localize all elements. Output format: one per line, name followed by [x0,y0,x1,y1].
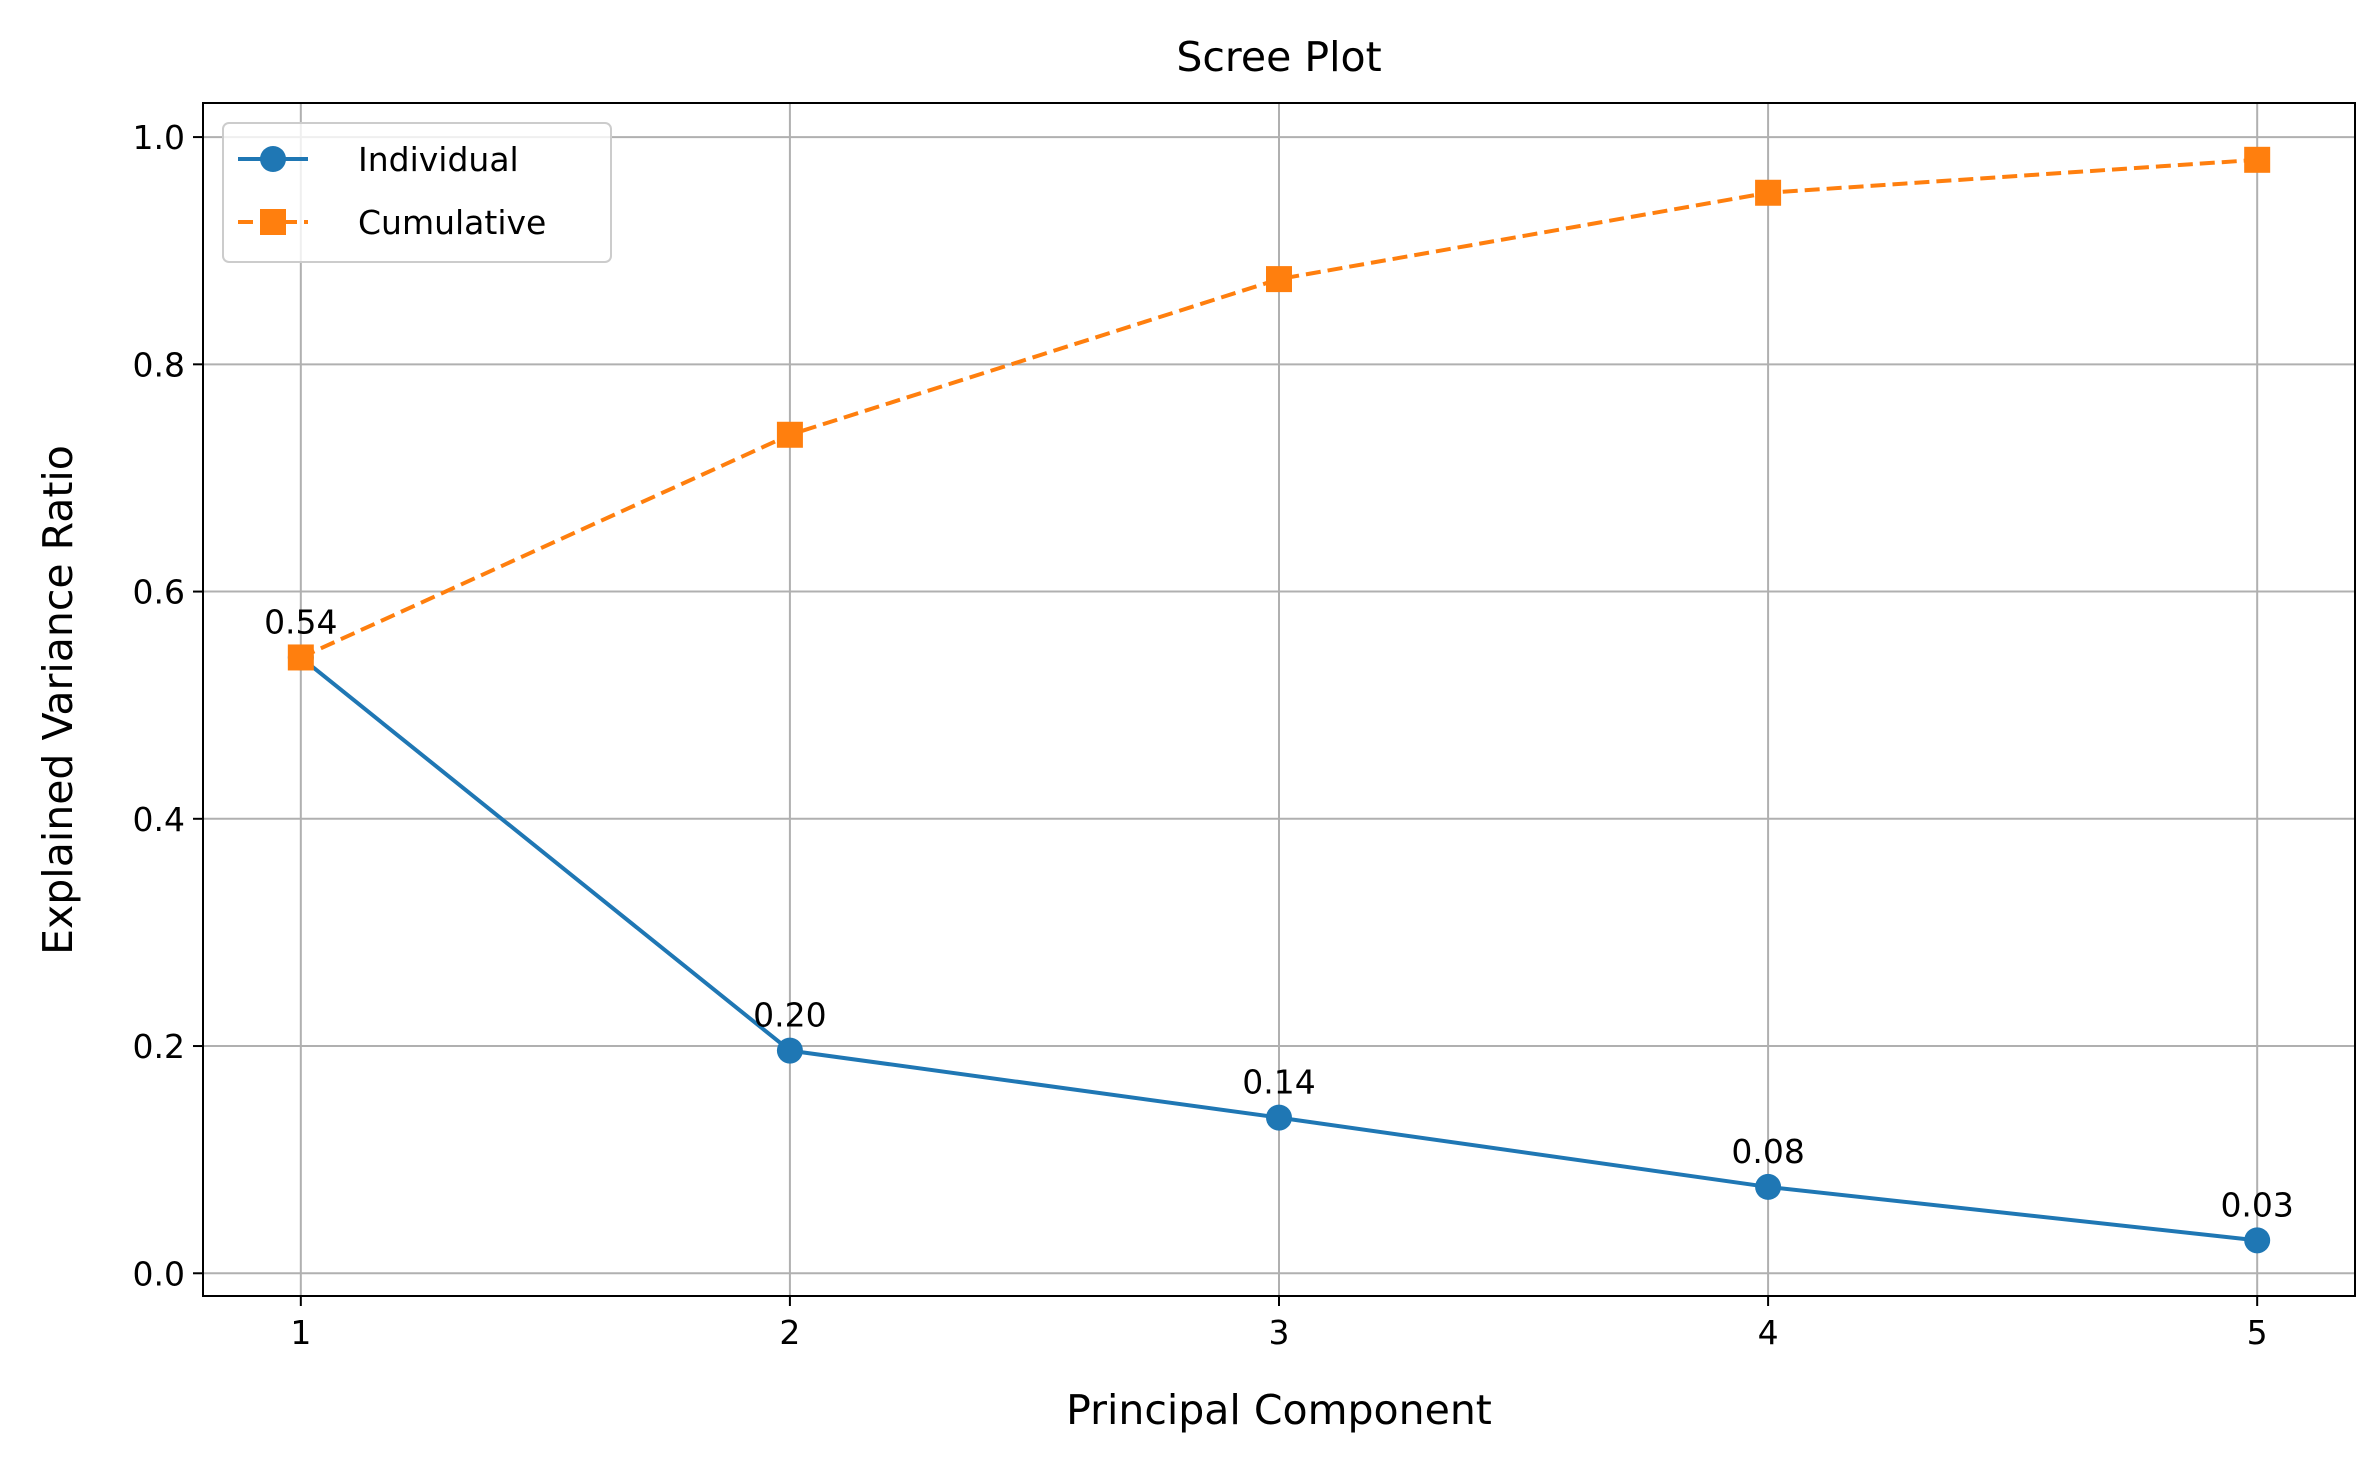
x-tick-label: 4 [1758,1313,1779,1352]
data-point-individual [1755,1173,1782,1200]
x-tick-label: 5 [2247,1313,2268,1352]
data-point-cumulative [1755,179,1782,206]
legend-marker-individual [260,146,286,172]
chart-title: Scree Plot [1176,33,1381,81]
legend-label-cumulative: Cumulative [358,203,546,242]
y-tick-label: 0.8 [133,345,185,384]
plot-area-frame [202,102,2356,1297]
legend-marker-cumulative [260,209,286,235]
series-group [287,146,2271,1254]
y-tick-label: 0.0 [133,1254,185,1293]
y-axis-label: Explained Variance Ratio [34,445,82,955]
data-label: 0.54 [264,602,337,641]
legend: Individual Cumulative [222,122,612,263]
data-point-cumulative [1266,266,1292,293]
data-point-cumulative [287,644,314,671]
data-point-cumulative [776,421,803,448]
data-labels: 0.54 0.20 0.14 0.08 0.03 [264,602,2294,1224]
data-label: 0.08 [1731,1132,1804,1171]
data-label: 0.20 [753,996,826,1035]
y-tick-label: 0.4 [133,800,185,839]
y-tick-label: 1.0 [133,118,185,157]
x-tick-label: 3 [1269,1313,1290,1352]
data-label: 0.14 [1242,1063,1315,1102]
y-tick-label: 0.6 [133,573,185,612]
data-point-cumulative [2244,146,2271,173]
legend-label-individual: Individual [358,140,519,179]
x-axis-ticks: 1 2 3 4 5 [290,1296,2268,1352]
x-tick-label: 2 [779,1313,800,1352]
legend-box [222,122,612,263]
data-point-individual [776,1037,803,1064]
x-tick-label: 1 [290,1313,311,1352]
data-point-individual [2244,1227,2271,1254]
data-point-individual [1266,1104,1292,1131]
series-line-cumulative [299,157,2258,660]
data-label: 0.03 [2220,1185,2293,1224]
x-axis-label: Principal Component [1066,1386,1492,1434]
grid [203,103,2355,1296]
y-tick-label: 0.2 [133,1027,185,1066]
y-axis-ticks: 0.0 0.2 0.4 0.6 0.8 1.0 [133,118,203,1293]
